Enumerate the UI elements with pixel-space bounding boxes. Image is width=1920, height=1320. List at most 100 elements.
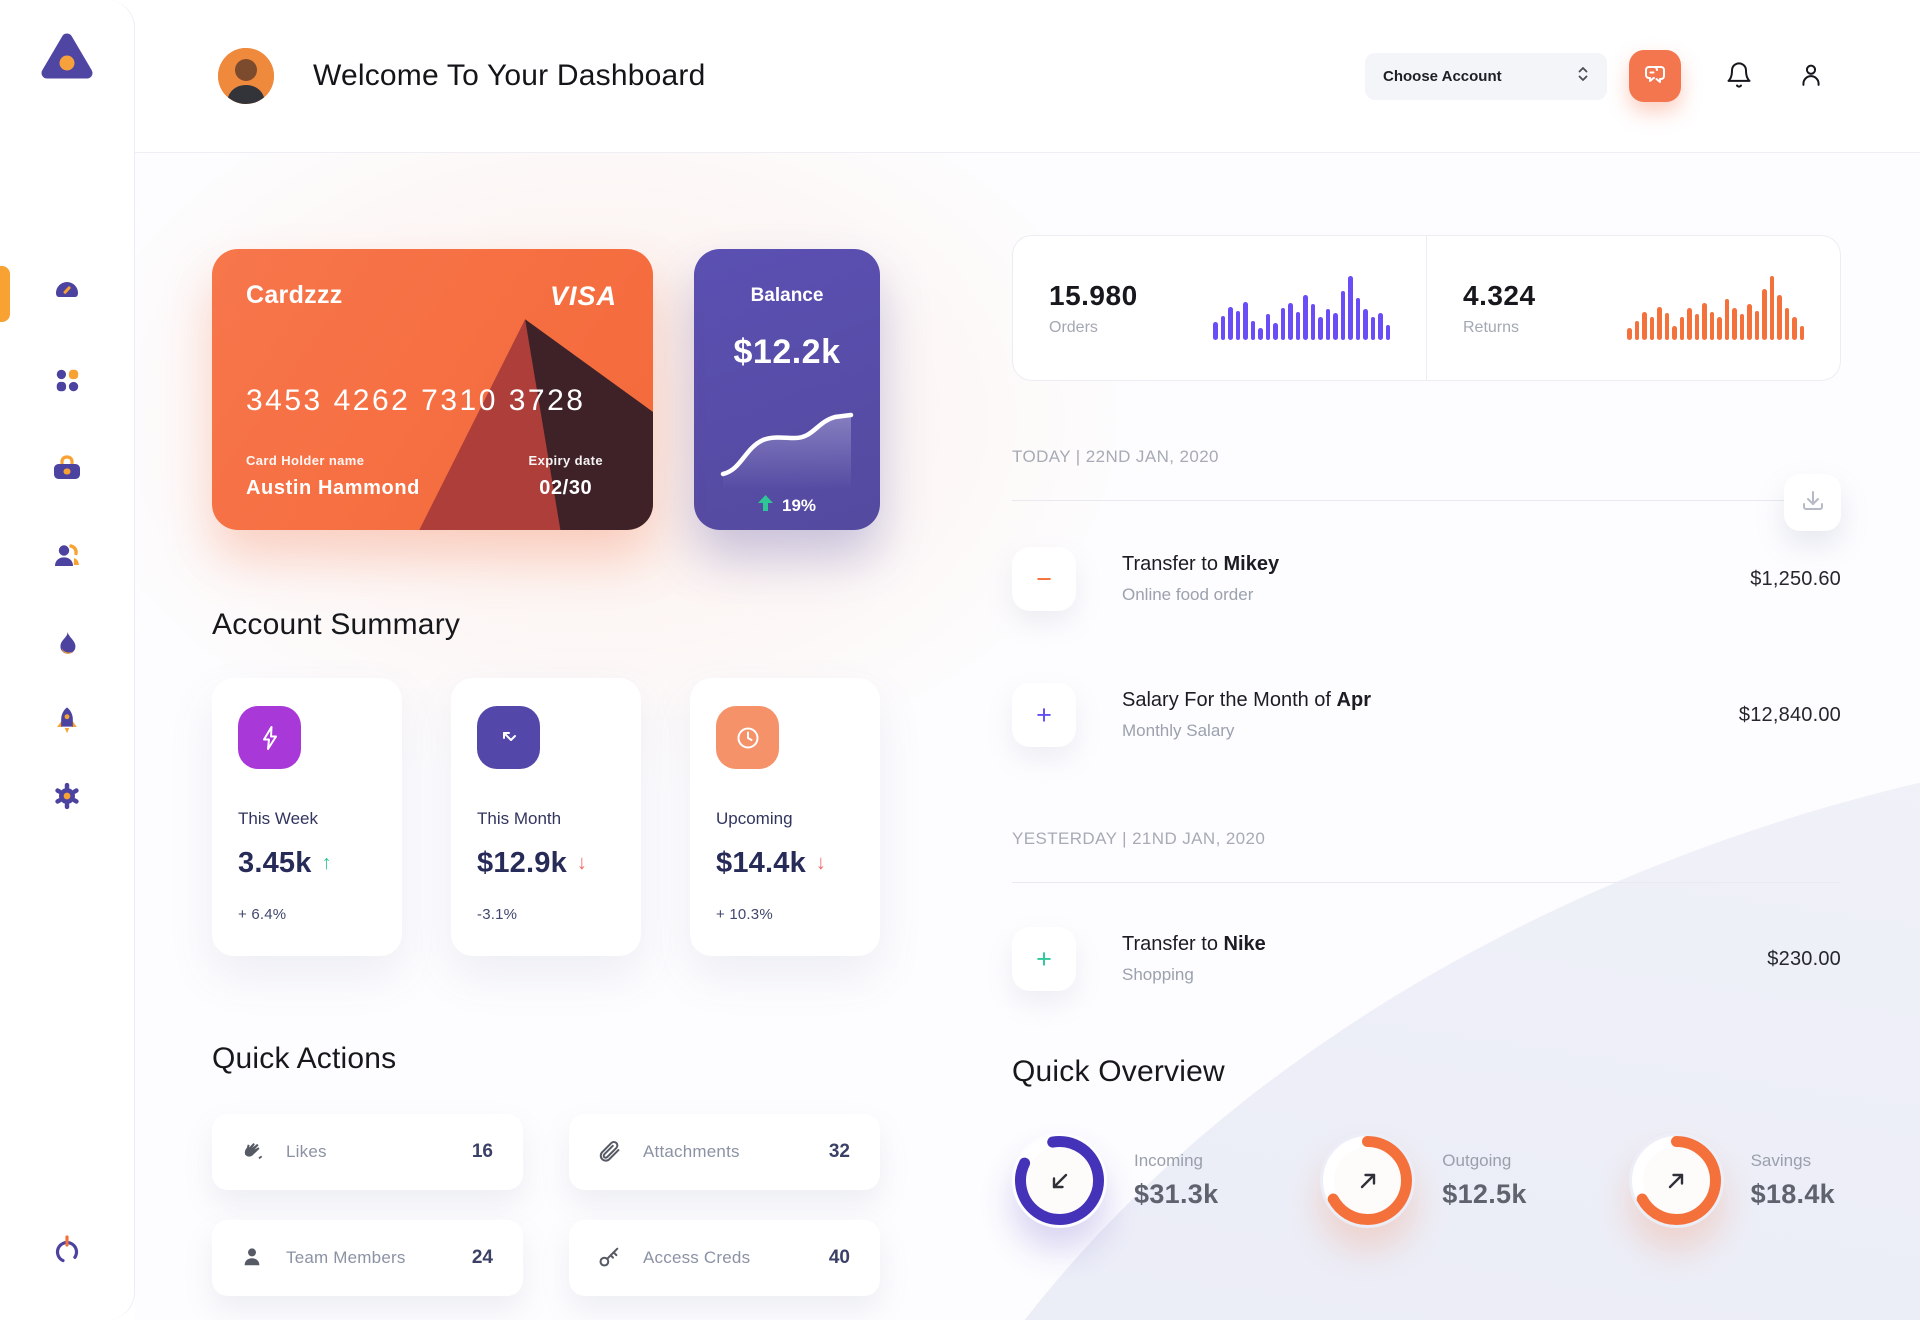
sidebar-item-settings[interactable] xyxy=(0,769,135,827)
overview-savings: Savings $18.4k xyxy=(1629,1133,1835,1228)
overview-value: $18.4k xyxy=(1750,1179,1835,1209)
sidebar-item-portfolio[interactable] xyxy=(0,441,135,499)
profile-button[interactable] xyxy=(1797,61,1825,92)
transaction-date-header: YESTERDAY | 21ND JAN, 2020 xyxy=(1012,829,1266,848)
summary-delta: -3.1% xyxy=(477,906,518,923)
page-title: Welcome To Your Dashboard xyxy=(313,59,706,92)
divider xyxy=(1012,882,1841,883)
content: Cardzzz VISA 3453 4262 7310 3728 Card Ho… xyxy=(135,153,1920,1320)
orders-label: Orders xyxy=(1049,318,1098,336)
transaction-subtitle: Monthly Salary xyxy=(1122,721,1235,740)
sidebar-item-trending[interactable] xyxy=(0,617,135,675)
flame-icon xyxy=(52,629,82,664)
quick-actions-title: Quick Actions xyxy=(212,1042,397,1075)
gear-icon xyxy=(52,781,82,816)
transaction-title: Salary For the Month of Apr xyxy=(1122,689,1371,711)
transaction-subtitle: Online food order xyxy=(1122,585,1254,604)
arrow-up-right-icon xyxy=(1320,1133,1415,1228)
clock-icon xyxy=(716,706,779,769)
transaction-title: Transfer to Mikey xyxy=(1122,553,1280,575)
balance-sparkline xyxy=(715,398,859,495)
quick-action-count: 16 xyxy=(471,1141,493,1162)
users-icon xyxy=(51,540,83,577)
quick-action-likes[interactable]: Likes 16 xyxy=(212,1114,523,1190)
overview-incoming: Incoming $31.3k xyxy=(1012,1133,1218,1228)
returns-stat: 4.324 Returns xyxy=(1427,236,1840,380)
transactions: TODAY | 22ND JAN, 2020 − Transfer to Mik… xyxy=(1012,447,1841,991)
sidebar-item-dashboard[interactable] xyxy=(0,265,135,323)
returns-label: Returns xyxy=(1463,318,1520,336)
card-name: Cardzzz xyxy=(246,281,343,309)
app-logo[interactable] xyxy=(38,30,96,87)
savings-donut xyxy=(1629,1133,1724,1228)
avatar[interactable] xyxy=(218,48,274,104)
quick-action-count: 40 xyxy=(828,1247,850,1268)
orders-bar-chart xyxy=(1213,276,1390,340)
key-icon xyxy=(597,1245,621,1272)
active-indicator xyxy=(0,266,10,322)
balance-change: 19% xyxy=(781,495,817,515)
incoming-donut xyxy=(1012,1133,1107,1228)
sidebar-item-team[interactable] xyxy=(0,529,135,587)
account-summary-title: Account Summary xyxy=(212,608,461,641)
summary-label: Upcoming xyxy=(716,809,793,828)
bell-icon xyxy=(1725,61,1753,92)
notifications-button[interactable] xyxy=(1725,61,1753,92)
sidebar-item-logout[interactable] xyxy=(51,1233,83,1272)
paperclip-icon xyxy=(597,1139,621,1166)
summary-label: This Month xyxy=(477,809,562,828)
minus-icon: − xyxy=(1012,547,1076,611)
credit-card: Cardzzz VISA 3453 4262 7310 3728 Card Ho… xyxy=(212,249,653,530)
card-holder-name: Austin Hammond xyxy=(246,477,420,499)
right-column: 15.980 Orders 4.324 Returns xyxy=(1012,153,1841,1320)
quick-action-count: 24 xyxy=(471,1247,493,1268)
summary-delta: + 10.3% xyxy=(716,906,773,923)
summary-value: $14.4k xyxy=(716,847,806,879)
quick-action-label: Attachments xyxy=(643,1142,740,1161)
plus-icon: + xyxy=(1012,683,1076,747)
quick-action-access-creds[interactable]: Access Creds 40 xyxy=(569,1220,880,1296)
overview-label: Savings xyxy=(1750,1151,1812,1170)
sidebar-item-apps[interactable] xyxy=(0,353,135,411)
quick-actions-grid: Likes 16 Attachments 32 xyxy=(212,1114,880,1296)
dashboard-icon xyxy=(51,276,83,313)
messages-button[interactable] xyxy=(1629,50,1681,102)
orders-stat: 15.980 Orders xyxy=(1013,236,1426,380)
transaction-amount: $1,250.60 xyxy=(1750,567,1841,590)
account-selector[interactable]: Choose Account xyxy=(1365,52,1607,100)
card-number: 3453 4262 7310 3728 xyxy=(246,384,586,417)
trend-arrow-icon xyxy=(477,706,540,769)
account-selector-label: Choose Account xyxy=(1383,67,1502,85)
user-icon xyxy=(1797,61,1825,92)
transaction-row[interactable]: − Transfer to Mikey Online food order $1… xyxy=(1012,547,1841,611)
balance-card: Balance $12.2k xyxy=(694,249,880,530)
transaction-amount: $12,840.00 xyxy=(1738,703,1841,726)
power-icon xyxy=(51,1235,83,1271)
sidebar xyxy=(0,0,135,1320)
trend-down-icon: ↓ xyxy=(815,852,826,874)
summary-delta: + 6.4% xyxy=(238,906,287,923)
summary-card-upcoming: Upcoming $14.4k ↓ + 10.3% xyxy=(690,678,880,956)
returns-value: 4.324 xyxy=(1463,279,1536,311)
sidebar-item-launch[interactable] xyxy=(0,693,135,751)
divider xyxy=(1012,500,1841,501)
overview-value: $31.3k xyxy=(1134,1179,1219,1209)
transaction-title: Transfer to Nike xyxy=(1122,933,1266,955)
transaction-amount: $230.00 xyxy=(1767,947,1841,970)
arrow-up-right-icon xyxy=(1629,1133,1724,1228)
overview-outgoing: Outgoing $12.5k xyxy=(1320,1133,1526,1228)
lightning-icon xyxy=(238,706,301,769)
card-expiry-label: Expiry date xyxy=(528,453,603,468)
download-button[interactable] xyxy=(1784,474,1841,531)
quick-action-team-members[interactable]: Team Members 24 xyxy=(212,1220,523,1296)
briefcase-icon xyxy=(51,452,83,489)
divider xyxy=(1426,235,1427,381)
arrow-down-left-icon xyxy=(1012,1133,1107,1228)
quick-action-attachments[interactable]: Attachments 32 xyxy=(569,1114,880,1190)
transaction-date-header: TODAY | 22ND JAN, 2020 xyxy=(1012,447,1219,466)
transaction-row[interactable]: + Salary For the Month of Apr Monthly Sa… xyxy=(1012,683,1841,747)
balance-label: Balance xyxy=(750,285,824,306)
orders-returns-card: 15.980 Orders 4.324 Returns xyxy=(1012,235,1841,381)
summary-card-this-month: This Month $12.9k ↓ -3.1% xyxy=(451,678,641,956)
transaction-row[interactable]: + Transfer to Nike Shopping $230.00 xyxy=(1012,927,1841,991)
